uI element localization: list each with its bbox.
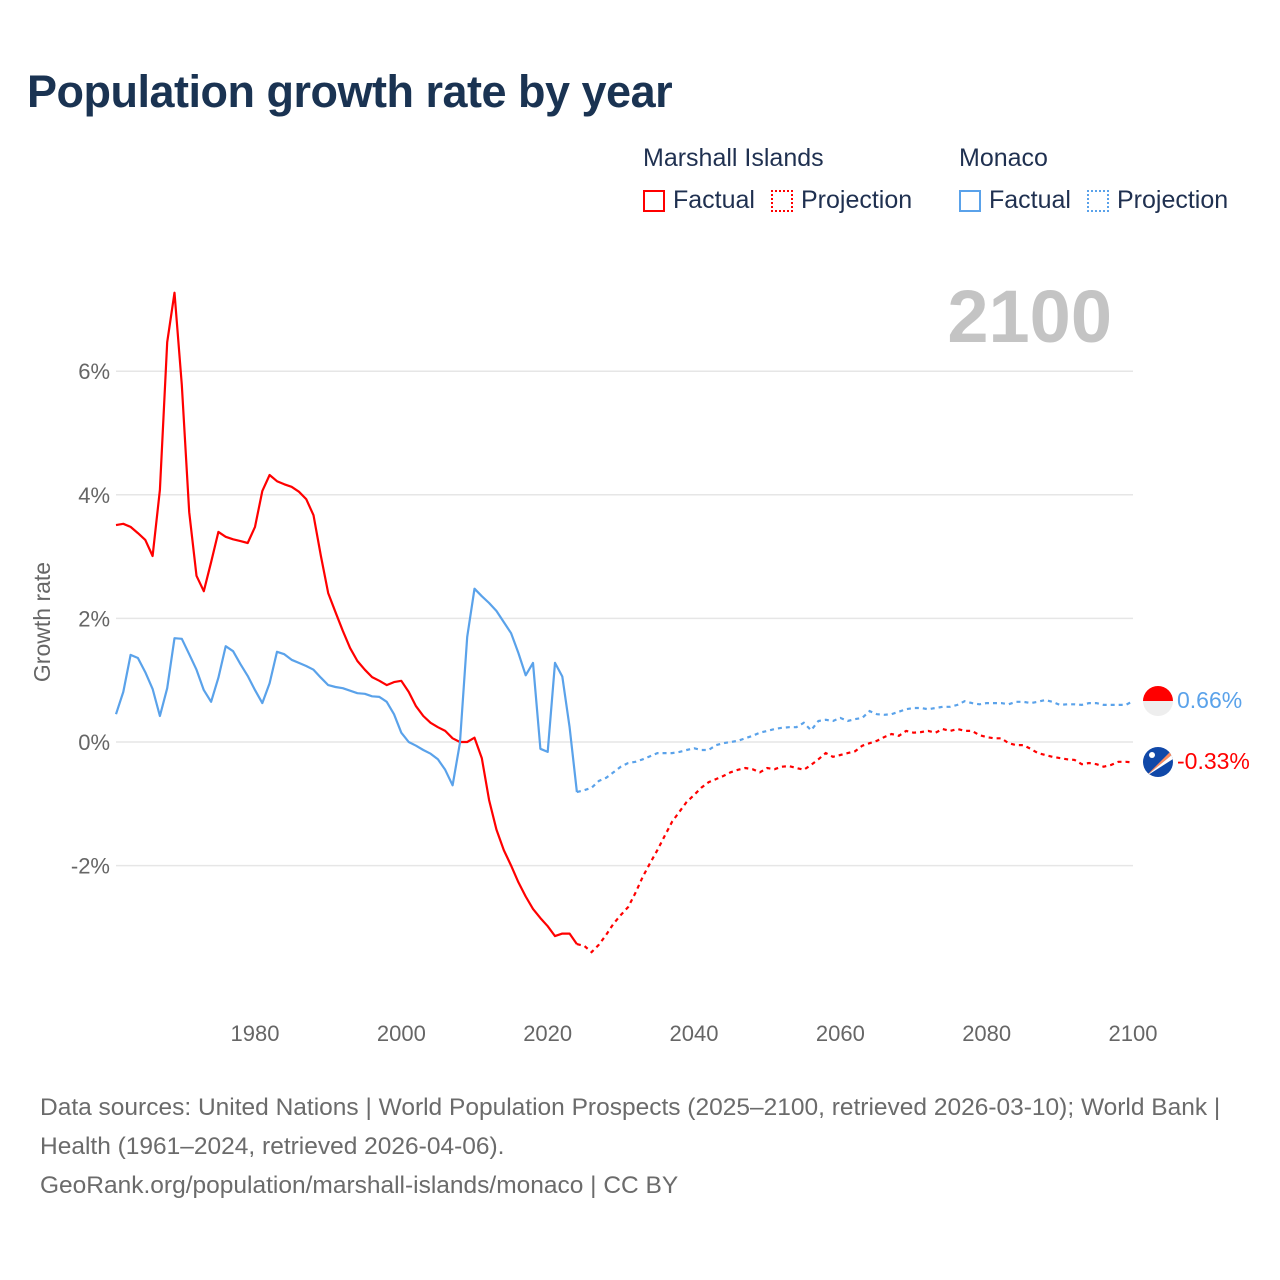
marshall-islands-factual-line — [115, 291, 578, 945]
legend-label: Factual — [989, 186, 1071, 214]
legend-swatch-dotted — [770, 189, 793, 212]
year-watermark: 2100 — [947, 275, 1112, 358]
monaco-flag-icon — [1143, 686, 1173, 716]
legend-group-title: Monaco — [959, 144, 1048, 172]
legend-item-monaco-projection[interactable]: Projection — [1086, 186, 1229, 215]
legend-group-marshall-islands: Marshall Islands Factual Projection — [643, 144, 928, 215]
y-axis-label: Growth rate — [29, 562, 55, 682]
legend-group-title: Marshall Islands — [643, 144, 824, 172]
y-tick-label: 6% — [78, 359, 110, 384]
x-tick-label: 2060 — [816, 1021, 865, 1046]
marshall-islands-projection-line — [576, 727, 1134, 954]
x-tick-label: 2040 — [670, 1021, 719, 1046]
legend-swatch-solid — [959, 189, 981, 212]
footer: Data sources: United Nations | World Pop… — [40, 1088, 1240, 1205]
legend-label: Projection — [1116, 186, 1229, 214]
legend-item-monaco-factual[interactable]: Factual — [959, 186, 1071, 215]
monaco-end-value: 0.66% — [1177, 687, 1242, 713]
legend-item-marshall-factual[interactable]: Factual — [643, 186, 755, 215]
monaco-factual-line — [114, 587, 578, 793]
legend-label: Factual — [673, 186, 755, 214]
legend-group-monaco: Monaco Factual Projection — [959, 144, 1244, 215]
marshall-islands-flag-icon — [1143, 747, 1173, 777]
x-tick-label: 2100 — [1109, 1021, 1158, 1046]
data-sources: Data sources: United Nations | World Pop… — [40, 1094, 1221, 1160]
legend-swatch-solid — [643, 189, 665, 212]
x-tick-label: 2020 — [523, 1021, 572, 1046]
legend-swatch-dotted — [1086, 189, 1109, 212]
legend-label: Projection — [800, 186, 913, 214]
y-tick-label: -2% — [71, 854, 110, 879]
credit-link[interactable]: GeoRank.org/population/marshall-islands/… — [40, 1172, 679, 1199]
y-tick-label: 2% — [78, 606, 110, 631]
x-tick-label: 2000 — [377, 1021, 426, 1046]
x-tick-label: 2080 — [962, 1021, 1011, 1046]
y-tick-label: 4% — [78, 483, 110, 508]
y-tick-label: 0% — [78, 730, 110, 755]
monaco-projection-line — [576, 698, 1134, 794]
chart-plot: 2100 6% 4% 2% 0% -2% 1980 2000 2020 2040 2060 208… — [29, 275, 1250, 1046]
x-tick-label: 1980 — [231, 1021, 280, 1046]
legend-item-marshall-projection[interactable]: Projection — [770, 186, 913, 215]
chart-title: Population growth rate by year — [27, 66, 673, 117]
marshall-islands-end-value: -0.33% — [1177, 748, 1250, 774]
